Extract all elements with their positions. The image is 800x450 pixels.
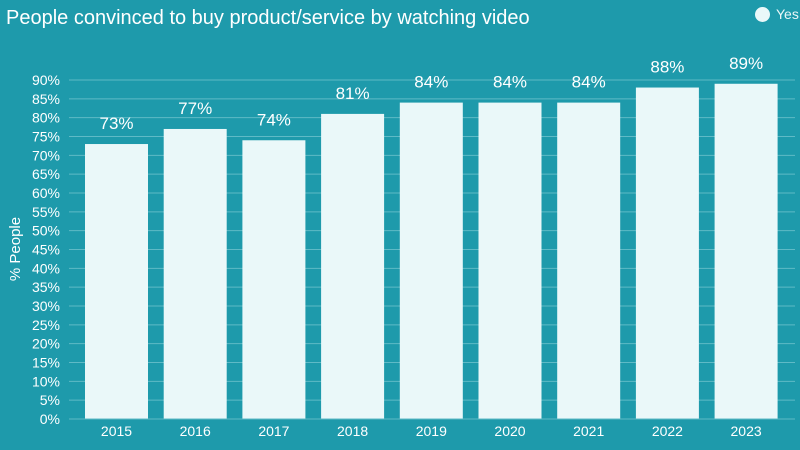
y-tick-label: 80% bbox=[32, 110, 60, 126]
data-label: 84% bbox=[414, 73, 448, 92]
y-tick-label: 65% bbox=[32, 166, 60, 182]
x-tick-label: 2018 bbox=[337, 423, 368, 439]
y-tick-label: 15% bbox=[32, 355, 60, 371]
data-label: 77% bbox=[178, 99, 212, 118]
data-label: 84% bbox=[493, 73, 527, 92]
bar[interactable] bbox=[242, 140, 306, 419]
y-tick-label: 55% bbox=[32, 204, 60, 220]
y-tick-label: 85% bbox=[32, 91, 60, 107]
y-axis-ticks: 0% 5% 10% 15% 20% 25% 30% 35% 40% 45% 50% 55% 60% 65%… bbox=[32, 72, 60, 427]
y-tick-label: 5% bbox=[40, 392, 60, 408]
x-tick-label: 2015 bbox=[101, 423, 132, 439]
x-tick-label: 2023 bbox=[731, 423, 762, 439]
data-label: 89% bbox=[729, 54, 763, 73]
x-tick-label: 2021 bbox=[573, 423, 604, 439]
y-tick-label: 75% bbox=[32, 129, 60, 145]
data-label: 73% bbox=[99, 114, 133, 133]
data-label: 84% bbox=[572, 73, 606, 92]
bar[interactable] bbox=[85, 144, 148, 420]
y-axis-title: % People bbox=[7, 217, 24, 281]
bar[interactable] bbox=[714, 83, 778, 420]
legend[interactable]: Yes bbox=[755, 6, 799, 22]
data-label: 74% bbox=[257, 110, 291, 129]
x-tick-label: 2016 bbox=[180, 423, 211, 439]
x-tick-label: 2022 bbox=[652, 423, 683, 439]
y-tick-label: 45% bbox=[32, 242, 60, 258]
y-tick-label: 35% bbox=[32, 279, 60, 295]
y-tick-label: 20% bbox=[32, 336, 60, 352]
y-tick-label: 50% bbox=[32, 223, 60, 239]
y-tick-label: 60% bbox=[32, 185, 60, 201]
bar[interactable] bbox=[557, 102, 621, 419]
bars bbox=[85, 83, 778, 420]
y-tick-label: 25% bbox=[32, 317, 60, 333]
data-label: 81% bbox=[336, 84, 370, 103]
y-tick-label: 10% bbox=[32, 373, 60, 389]
legend-label: Yes bbox=[776, 6, 799, 22]
y-tick-label: 40% bbox=[32, 260, 60, 276]
bar[interactable] bbox=[478, 102, 542, 419]
bar[interactable] bbox=[163, 128, 227, 419]
legend-swatch bbox=[755, 6, 770, 22]
x-tick-label: 2017 bbox=[258, 423, 289, 439]
y-tick-label: 90% bbox=[32, 72, 60, 88]
chart-title: People convinced to buy product/service … bbox=[6, 7, 530, 29]
x-axis-labels: 2015 2016 2017 2018 2019 2020 2021 2022 2023 bbox=[101, 423, 762, 439]
data-label: 88% bbox=[650, 58, 684, 77]
y-tick-label: 0% bbox=[40, 411, 60, 427]
y-tick-label: 30% bbox=[32, 298, 60, 314]
x-tick-label: 2020 bbox=[494, 423, 525, 439]
bar[interactable] bbox=[399, 102, 463, 419]
data-labels: 73% 77% 74% 81% 84% 84% 84% 88% 89% bbox=[99, 54, 763, 133]
bar[interactable] bbox=[635, 87, 699, 420]
y-tick-label: 70% bbox=[32, 147, 60, 163]
x-tick-label: 2019 bbox=[416, 423, 447, 439]
bar[interactable] bbox=[321, 113, 385, 420]
